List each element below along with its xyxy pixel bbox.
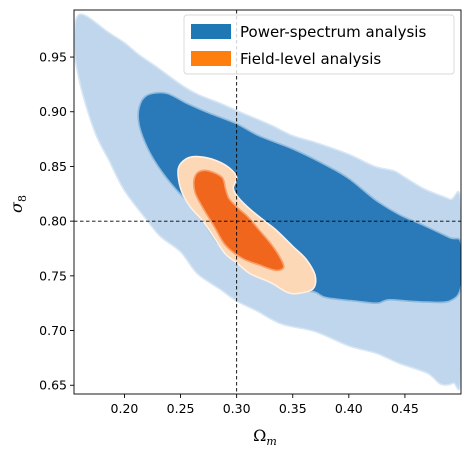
field-level-contour-inner <box>192 169 285 272</box>
x-tick-label: 0.35 <box>279 401 307 416</box>
x-tick-label: 0.25 <box>167 401 195 416</box>
y-tick-label: 0.80 <box>39 214 67 229</box>
y-axis-label: σ8 <box>7 195 29 213</box>
x-tick-label: 0.45 <box>391 401 419 416</box>
y-tick-label: 0.95 <box>39 50 67 65</box>
reference-lines <box>74 10 461 394</box>
x-tick-label: 0.20 <box>111 401 139 416</box>
x-tick-label: 0.30 <box>223 401 251 416</box>
x-axis-label: Ωm <box>253 426 277 448</box>
y-tick-label: 0.75 <box>39 268 67 283</box>
y-axis: 0.65 0.70 0.75 0.80 0.85 0.90 0.95 <box>39 50 74 393</box>
legend-swatch-power-spectrum <box>191 24 231 39</box>
y-tick-label: 0.70 <box>39 323 67 338</box>
legend-label-power-spectrum: Power-spectrum analysis <box>240 23 426 41</box>
legend: Power-spectrum analysis Field-level anal… <box>183 14 455 75</box>
y-tick-label: 0.65 <box>39 378 67 393</box>
y-tick-label: 0.85 <box>39 159 67 174</box>
legend-box <box>183 14 455 75</box>
contour-layer <box>74 13 461 391</box>
x-tick-label: 0.40 <box>335 401 363 416</box>
legend-swatch-field-level <box>191 51 231 66</box>
plot-frame <box>73 9 462 395</box>
y-tick-label: 0.90 <box>39 104 67 119</box>
x-axis: 0.20 0.25 0.30 0.35 0.40 0.45 <box>111 394 419 416</box>
legend-label-field-level: Field-level analysis <box>240 50 381 68</box>
